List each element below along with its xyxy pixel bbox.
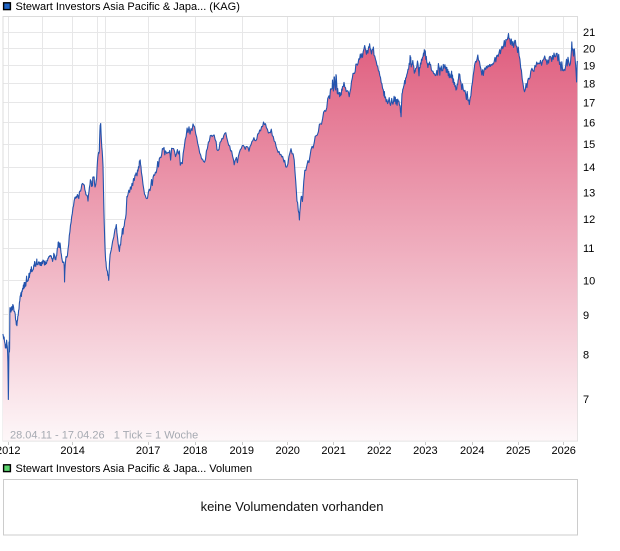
svg-text:10: 10	[583, 275, 595, 287]
svg-text:2014: 2014	[60, 445, 84, 457]
svg-text:2026: 2026	[551, 445, 575, 457]
svg-text:2021: 2021	[321, 445, 345, 457]
svg-text:2022: 2022	[367, 445, 391, 457]
svg-text:13: 13	[583, 187, 595, 199]
svg-text:2017: 2017	[136, 445, 160, 457]
svg-text:28.04.11 - 17.04.26 1 Tick =: 28.04.11 - 17.04.26 1 Tick = 1 Woche	[10, 430, 198, 442]
svg-text:16: 16	[583, 117, 595, 129]
svg-text:keine Volumendaten vorhanden: keine Volumendaten vorhanden	[201, 499, 384, 514]
svg-text:11: 11	[583, 243, 594, 255]
svg-text:2025: 2025	[506, 445, 530, 457]
svg-text:20: 20	[583, 43, 595, 55]
svg-text:7: 7	[583, 394, 589, 406]
svg-text:21: 21	[583, 27, 595, 39]
svg-text:17: 17	[583, 98, 595, 110]
svg-text:2023: 2023	[413, 445, 437, 457]
svg-text:9: 9	[583, 310, 589, 322]
svg-text:8: 8	[583, 350, 589, 362]
svg-text:18: 18	[583, 78, 595, 90]
svg-text:2020: 2020	[275, 445, 299, 457]
svg-text:2024: 2024	[460, 445, 484, 457]
svg-text:12: 12	[583, 214, 595, 226]
svg-text:2018: 2018	[183, 445, 207, 457]
svg-text:14: 14	[583, 162, 595, 174]
svg-text:2019: 2019	[230, 445, 254, 457]
svg-text:Stewart Investors Asia Pacific: Stewart Investors Asia Pacific & Japa...…	[16, 1, 240, 13]
svg-text:19: 19	[583, 61, 595, 73]
svg-text:2012: 2012	[0, 445, 20, 457]
svg-text:Stewart Investors Asia Pacific: Stewart Investors Asia Pacific & Japa...…	[16, 463, 253, 475]
svg-text:15: 15	[583, 139, 595, 151]
